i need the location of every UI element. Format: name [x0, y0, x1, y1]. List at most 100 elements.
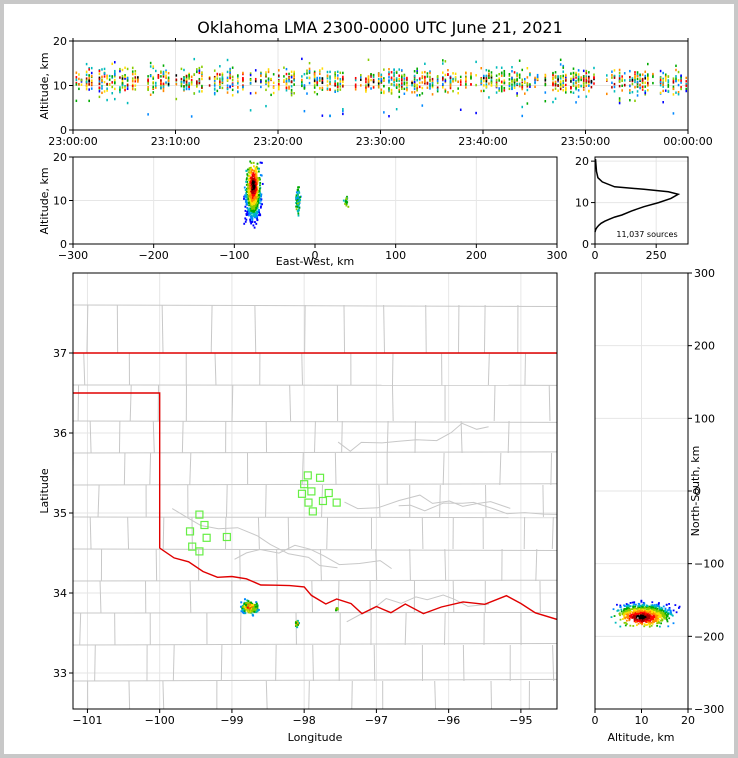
source-cell: [585, 95, 588, 98]
county-line: [499, 452, 502, 486]
county-line: [442, 452, 445, 486]
source-cell: [126, 87, 129, 91]
source-cell: [119, 67, 121, 71]
source-cell: [582, 77, 585, 81]
source-cell: [267, 81, 270, 84]
source-cell: [444, 78, 447, 81]
source-cell: [245, 192, 248, 195]
source-cell: [254, 178, 257, 181]
source-cell: [582, 79, 585, 82]
source-cell: [336, 83, 339, 86]
source-cell: [114, 61, 116, 64]
source-cell: [242, 85, 244, 89]
source-cell: [580, 76, 582, 79]
source-cell: [246, 602, 249, 605]
source-cell: [162, 75, 165, 78]
station-marker: [300, 480, 309, 489]
source-cell: [342, 107, 344, 111]
source-cell: [278, 85, 280, 89]
source-cell: [254, 77, 257, 81]
source-cell: [490, 71, 493, 74]
source-cell: [114, 75, 116, 78]
source-cell: [454, 76, 457, 79]
source-cell: [534, 78, 536, 81]
source-cell: [632, 625, 635, 627]
source-cell: [644, 77, 647, 80]
source-cell: [625, 605, 628, 608]
source-cell: [619, 604, 622, 607]
source-cell: [429, 82, 431, 86]
source-cell: [654, 618, 657, 621]
source-cell: [623, 615, 626, 618]
source-cell: [635, 618, 638, 621]
source-cell: [646, 611, 649, 613]
source-cell: [229, 85, 231, 89]
source-cell: [231, 66, 234, 69]
source-cell: [254, 212, 257, 215]
source-cell: [628, 608, 631, 611]
source-cell: [626, 605, 629, 607]
source-cell: [442, 78, 444, 81]
source-cell: [295, 191, 298, 194]
source-cell: [254, 91, 257, 95]
source-cell: [447, 91, 449, 94]
source-cell: [193, 57, 196, 61]
source-cell: [588, 84, 590, 87]
source-cell: [290, 88, 293, 92]
source-cell: [651, 613, 654, 616]
source-cell: [303, 72, 306, 76]
source-cell: [647, 77, 649, 80]
source-cell: [175, 83, 178, 86]
source-cell: [559, 85, 562, 89]
source-cell: [101, 84, 103, 88]
source-cell: [252, 189, 255, 192]
source-cell: [627, 616, 630, 619]
source-cell: [213, 75, 216, 79]
source-cell: [552, 100, 554, 104]
source-cell: [237, 90, 239, 93]
source-cell: [336, 77, 339, 80]
source-cell: [572, 71, 575, 75]
county-line: [304, 304, 306, 354]
source-cell: [98, 79, 101, 83]
source-cell: [380, 73, 383, 76]
source-cell: [242, 608, 245, 611]
source-cell: [480, 82, 483, 86]
source-cell: [155, 69, 157, 73]
station-marker: [318, 496, 328, 506]
source-cell: [336, 607, 339, 610]
source-cell: [398, 85, 401, 88]
source-cell: [196, 68, 198, 71]
source-cell: [457, 80, 459, 83]
county-line: [375, 548, 378, 582]
source-cell: [260, 74, 262, 77]
source-cell: [654, 605, 656, 608]
source-cell: [648, 623, 651, 626]
source-cell: [252, 205, 255, 208]
source-cell: [119, 76, 121, 79]
county-line: [97, 484, 100, 518]
county-line: [129, 384, 132, 422]
source-cell: [562, 76, 565, 79]
source-cell: [643, 616, 646, 618]
source-cell: [559, 63, 562, 66]
source-cell: [297, 212, 300, 215]
source-cell: [401, 79, 403, 82]
source-cell: [329, 88, 331, 91]
source-cell: [513, 86, 516, 89]
source-cell: [654, 615, 657, 618]
source-cell: [680, 86, 682, 89]
source-cell: [398, 77, 401, 81]
source-cell: [656, 622, 659, 625]
source-cell: [216, 89, 219, 93]
x-tick-label: −98: [293, 714, 316, 727]
source-cell: [249, 72, 252, 75]
source-cell: [639, 614, 642, 617]
source-cell: [585, 84, 588, 87]
source-cell: [165, 81, 167, 84]
source-cell: [251, 168, 253, 171]
source-cell: [685, 83, 688, 86]
source-cell: [80, 79, 83, 82]
source-cell: [516, 73, 518, 77]
source-cell: [390, 78, 393, 81]
